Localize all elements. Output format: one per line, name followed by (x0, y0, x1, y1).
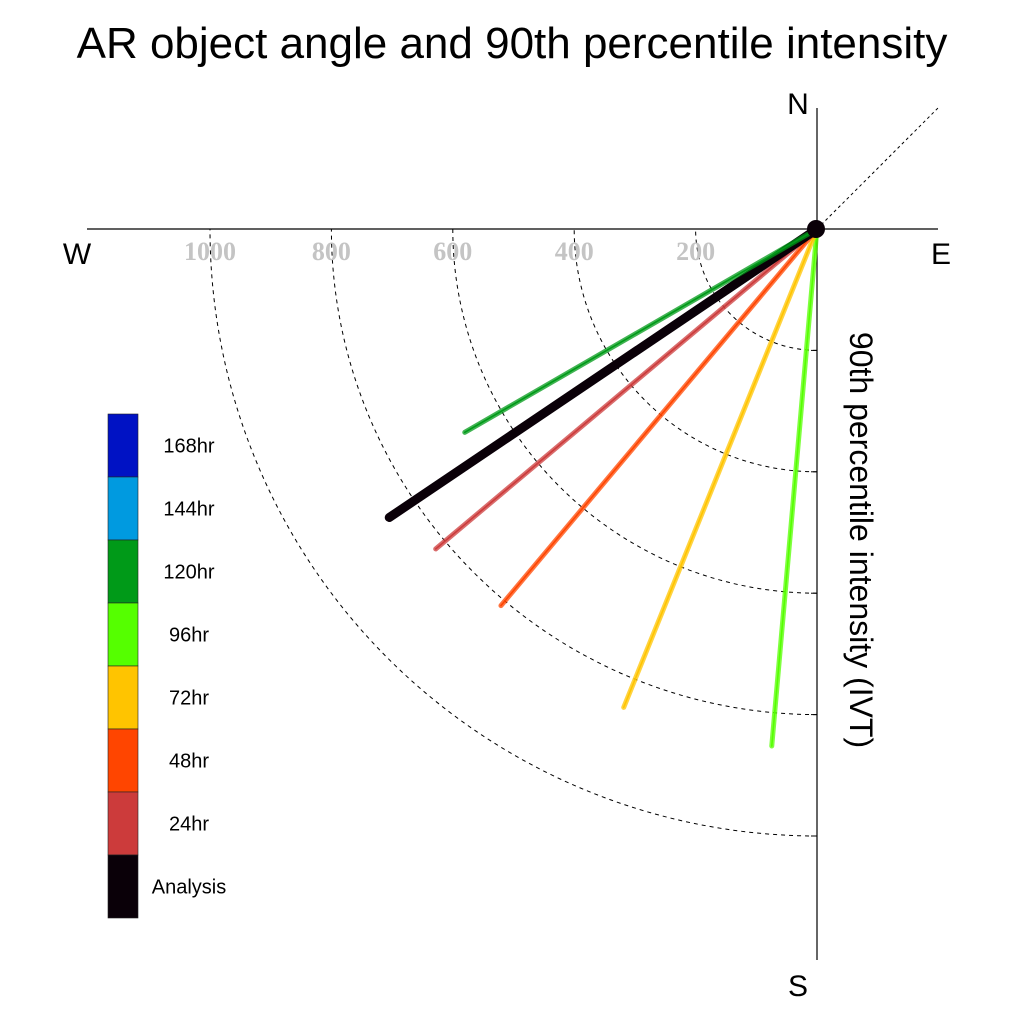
radial-tick-label: 800 (312, 237, 351, 266)
radial-tick-labels: 200 400 600 800 1000 (184, 237, 715, 266)
legend-swatch (107, 854, 139, 919)
grid-arcs (209, 228, 818, 837)
radial-tick-label: 200 (676, 237, 715, 266)
compass-south: S (788, 970, 808, 1003)
vector-core-24hr (434, 228, 818, 550)
vector-core-96hr (770, 228, 818, 747)
legend-label: 96hr (169, 625, 209, 647)
series-vectors (384, 224, 822, 749)
legend-label: Analysis (152, 877, 226, 899)
compass-east: E (931, 238, 951, 271)
radial-tick-label: 400 (555, 237, 594, 266)
legend-swatch (107, 602, 139, 667)
grid-arc (695, 228, 818, 351)
legend-label: 48hr (169, 751, 209, 773)
legend-swatch (107, 665, 139, 730)
legend-swatch (107, 476, 139, 541)
legend-label: 168hr (163, 436, 214, 458)
origin-marker (807, 220, 825, 238)
diagonal-reference-line (816, 105, 941, 230)
legend-label: 72hr (169, 688, 209, 710)
legend: 168hr 144hr 120hr 96hr 72hr 48hr 24hr Analysis (107, 413, 226, 919)
legend-swatch (107, 539, 139, 604)
vector-core-72hr (622, 228, 818, 709)
vector-core-120hr (463, 228, 818, 434)
grid-arc (452, 228, 818, 594)
radial-axis-label: 90th percentile intensity (IVT) (843, 332, 879, 748)
legend-swatch (107, 791, 139, 856)
legend-label: 24hr (169, 814, 209, 836)
vector-core-48hr (500, 228, 818, 607)
compass-north: N (787, 88, 809, 121)
vector-analysis (384, 224, 822, 523)
legend-swatch (107, 413, 139, 478)
radial-tick-label: 1000 (184, 237, 236, 266)
legend-label: 144hr (163, 499, 214, 521)
legend-swatch (107, 728, 139, 793)
legend-label: 120hr (163, 562, 214, 584)
chart-title: AR object angle and 90th percentile inte… (77, 19, 948, 68)
compass-west: W (63, 238, 92, 271)
radial-tick-label: 600 (433, 237, 472, 266)
grid-arc (209, 228, 818, 837)
grid-arc (330, 228, 818, 716)
